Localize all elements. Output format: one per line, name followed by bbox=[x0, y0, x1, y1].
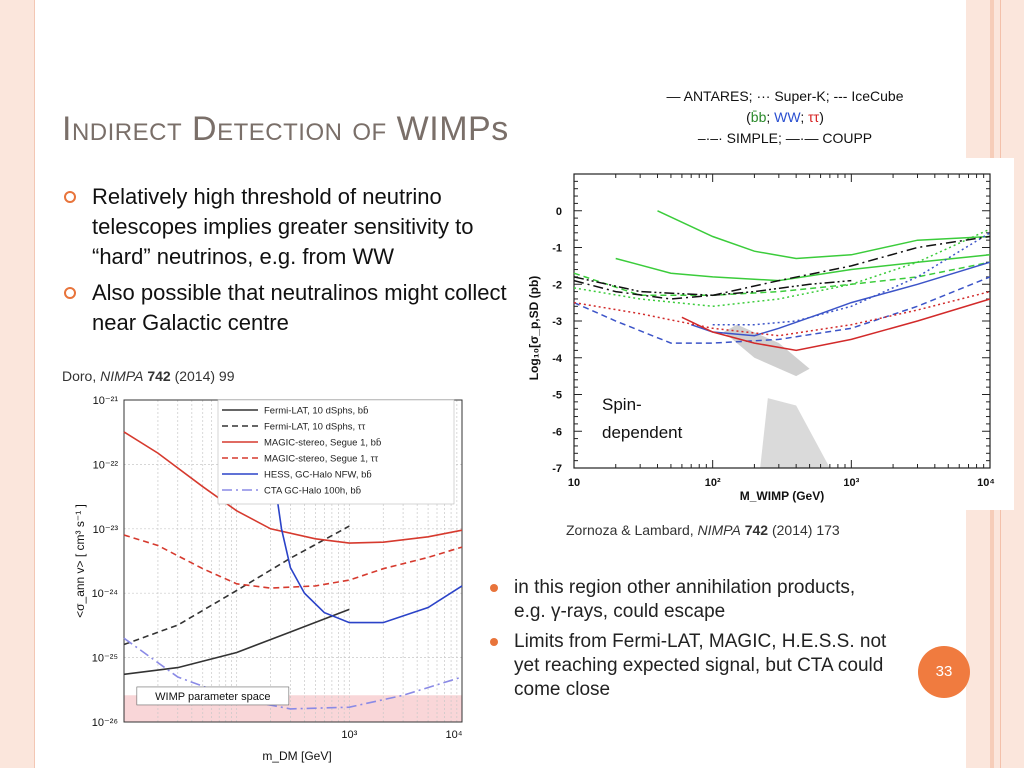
series-line bbox=[690, 261, 991, 337]
slide-title-part1: Indirect Detection of bbox=[62, 110, 397, 148]
spin-dependent-chart: 0 -1 -2 -3 -4 -5 -6 -7 10 10² 10³ 10⁴ M_WIMP (GeV) Lo… bbox=[522, 158, 1014, 510]
series-line bbox=[269, 452, 463, 624]
spin-dependent-annotation: Spin- bbox=[602, 395, 642, 414]
series-line bbox=[123, 431, 463, 544]
y-tick-label: 0 bbox=[556, 206, 562, 218]
y-tick-label: -6 bbox=[552, 426, 562, 438]
legend-bb: b̄b bbox=[750, 109, 767, 125]
secondary-bullet-text: Limits from Fermi-LAT, MAGIC, H.E.S.S. n… bbox=[514, 631, 887, 700]
citation-rest: (2014) 173 bbox=[768, 522, 840, 538]
y-tick-label: 10⁻²¹ bbox=[93, 395, 119, 407]
band-label: WIMP parameter space bbox=[155, 691, 270, 703]
y-tick-label: -4 bbox=[552, 353, 563, 365]
citation-journal: NIMPA bbox=[697, 522, 741, 538]
left-decor-line bbox=[34, 0, 35, 768]
gamma-ray-limits-svg: Fermi-LAT, 10 dSphs, bb̄ Fermi-LAT, 10 dS… bbox=[73, 395, 463, 763]
legend-line-1: — ANTARES; ··· Super-K; --- IceCube bbox=[666, 88, 904, 104]
legend-box bbox=[217, 399, 455, 505]
main-bullet-text: Also possible that neutralinos might col… bbox=[92, 280, 507, 335]
series-line bbox=[573, 228, 991, 308]
bullet-circle-icon bbox=[64, 287, 76, 299]
bullet-dot-icon bbox=[490, 638, 498, 646]
legend-sep: ; bbox=[800, 109, 809, 125]
secondary-bullet: Limits from Fermi-LAT, MAGIC, H.E.S.S. n… bbox=[488, 630, 888, 702]
x-tick-label: 10³ bbox=[341, 729, 357, 741]
x-tick-label: 10⁴ bbox=[977, 477, 995, 489]
series-line bbox=[123, 534, 463, 589]
legend-sep: ; bbox=[766, 109, 775, 125]
x-tick-label: 10² bbox=[705, 477, 721, 489]
secondary-bullet-list: in this region other annihilation produc… bbox=[488, 576, 888, 708]
slide-title-part2: WIMPs bbox=[396, 110, 509, 148]
series-line bbox=[573, 235, 991, 300]
theory-scatter-upper bbox=[723, 324, 810, 377]
series-line bbox=[573, 276, 852, 297]
series-line bbox=[123, 525, 350, 646]
main-bullet-list: Relatively high threshold of neutrino te… bbox=[62, 182, 522, 344]
main-bullet: Also possible that neutralinos might col… bbox=[62, 278, 522, 338]
band-label-box bbox=[136, 686, 290, 706]
main-bullet: Relatively high threshold of neutrino te… bbox=[62, 182, 522, 272]
citation-journal: NIMPA bbox=[100, 368, 144, 384]
legend-line-2: (b̄b; WW; ττ) bbox=[600, 107, 970, 128]
y-axis-label: Log₁₀[σ_p,SD (pb) bbox=[527, 276, 541, 381]
x-tick-label: 10³ bbox=[843, 477, 859, 489]
series-line bbox=[123, 637, 463, 710]
legend-entry: MAGIC-stereo, Segue 1, ττ bbox=[264, 454, 378, 465]
theory-scatter-lower bbox=[760, 398, 830, 468]
neutrino-legend-caption: — ANTARES; ··· Super-K; --- IceCube (b̄b… bbox=[600, 86, 970, 149]
legend-entry: CTA GC-Halo 100h, bb̄ bbox=[264, 486, 361, 497]
legend-paren-close: ) bbox=[819, 109, 824, 125]
legend-entry: Fermi-LAT, 10 dSphs, ττ bbox=[264, 422, 366, 433]
right-citation: Zornoza & Lambard, NIMPA 742 (2014) 173 bbox=[566, 522, 840, 538]
citation-volume: 742 bbox=[143, 368, 171, 384]
series-line bbox=[573, 276, 991, 344]
y-tick-label: -3 bbox=[552, 316, 562, 328]
legend-line-3: –·–· SIMPLE; —·— COUPP bbox=[697, 130, 873, 146]
legend-paren-open: ( bbox=[746, 109, 751, 125]
series-line bbox=[657, 210, 991, 260]
legend-entry: Fermi-LAT, 10 dSphs, bb̄ bbox=[264, 406, 368, 417]
left-decor-stripe bbox=[0, 0, 34, 768]
x-tick-label: 10 bbox=[568, 477, 580, 489]
legend-tautau: ττ bbox=[808, 109, 820, 125]
y-tick-label: 10⁻²³ bbox=[93, 524, 119, 536]
spin-dependent-annotation: dependent bbox=[602, 423, 683, 442]
citation-authors: Doro, bbox=[62, 368, 101, 384]
x-axis-label: m_DM [GeV] bbox=[262, 749, 331, 763]
secondary-bullet-text: in this region other annihilation produc… bbox=[514, 577, 856, 622]
legend-entry: MAGIC-stereo, Segue 1, bb̄ bbox=[264, 438, 381, 449]
left-citation: Doro, NIMPA 742 (2014) 99 bbox=[62, 368, 235, 384]
x-axis-label: M_WIMP (GeV) bbox=[740, 489, 824, 503]
spin-dependent-svg: 0 -1 -2 -3 -4 -5 -6 -7 10 10² 10³ 10⁴ M_WIMP (GeV) Lo… bbox=[522, 158, 1014, 510]
legend-entry: HESS, GC-Halo NFW, bb̄ bbox=[264, 470, 372, 481]
y-tick-label: 10⁻²⁶ bbox=[92, 717, 118, 729]
series-line bbox=[681, 298, 991, 352]
main-bullet-text: Relatively high threshold of neutrino te… bbox=[92, 184, 474, 269]
y-tick-label: 10⁻²⁵ bbox=[92, 653, 118, 665]
secondary-bullet: in this region other annihilation produc… bbox=[488, 576, 888, 624]
bullet-circle-icon bbox=[64, 191, 76, 203]
x-tick-label: 10⁴ bbox=[446, 729, 463, 741]
series-line bbox=[123, 608, 350, 676]
slide-title: Indirect Detection of WIMPs bbox=[62, 110, 509, 149]
y-axis-label: <σ_ann v> [ cm³ s⁻¹ ] bbox=[73, 504, 87, 618]
gamma-ray-limits-chart: Fermi-LAT, 10 dSphs, bb̄ Fermi-LAT, 10 dS… bbox=[62, 390, 482, 768]
citation-authors: Zornoza & Lambard, bbox=[566, 522, 698, 538]
y-tick-label: -2 bbox=[552, 279, 562, 291]
legend-ww: WW bbox=[774, 109, 801, 125]
y-tick-label: -7 bbox=[552, 463, 562, 475]
y-tick-label: -1 bbox=[552, 243, 562, 255]
y-tick-label: 10⁻²⁴ bbox=[92, 588, 119, 600]
citation-rest: (2014) 99 bbox=[170, 368, 235, 384]
citation-volume: 742 bbox=[740, 522, 769, 538]
y-tick-label: -5 bbox=[552, 390, 562, 402]
page-number-badge: 33 bbox=[918, 646, 970, 698]
bullet-dot-icon bbox=[490, 584, 498, 592]
y-tick-label: 10⁻²² bbox=[93, 459, 119, 471]
